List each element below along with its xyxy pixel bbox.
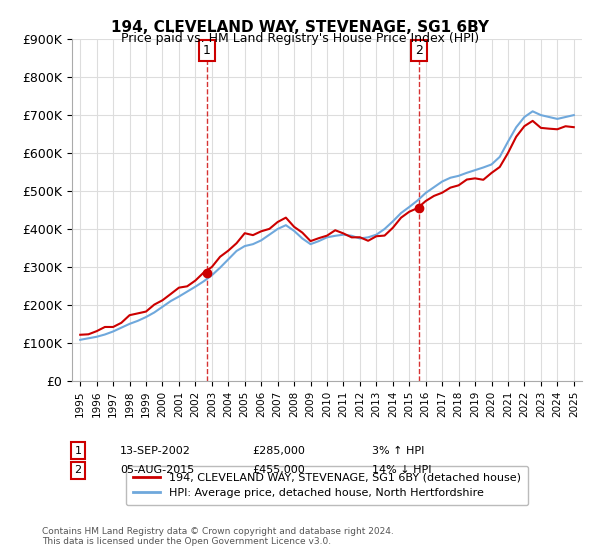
Text: Price paid vs. HM Land Registry's House Price Index (HPI): Price paid vs. HM Land Registry's House … xyxy=(121,32,479,45)
Text: 1: 1 xyxy=(74,446,82,456)
Text: 14% ↓ HPI: 14% ↓ HPI xyxy=(372,465,431,475)
Text: 13-SEP-2002: 13-SEP-2002 xyxy=(120,446,191,456)
Text: 2: 2 xyxy=(74,465,82,475)
Text: Contains HM Land Registry data © Crown copyright and database right 2024.
This d: Contains HM Land Registry data © Crown c… xyxy=(42,526,394,546)
Text: £455,000: £455,000 xyxy=(252,465,305,475)
Text: 2: 2 xyxy=(415,44,423,57)
Text: 1: 1 xyxy=(203,44,211,57)
Text: 3% ↑ HPI: 3% ↑ HPI xyxy=(372,446,424,456)
Text: 05-AUG-2015: 05-AUG-2015 xyxy=(120,465,194,475)
Text: £285,000: £285,000 xyxy=(252,446,305,456)
Text: 194, CLEVELAND WAY, STEVENAGE, SG1 6BY: 194, CLEVELAND WAY, STEVENAGE, SG1 6BY xyxy=(111,20,489,35)
Legend: 194, CLEVELAND WAY, STEVENAGE, SG1 6BY (detached house), HPI: Average price, det: 194, CLEVELAND WAY, STEVENAGE, SG1 6BY (… xyxy=(126,466,528,505)
